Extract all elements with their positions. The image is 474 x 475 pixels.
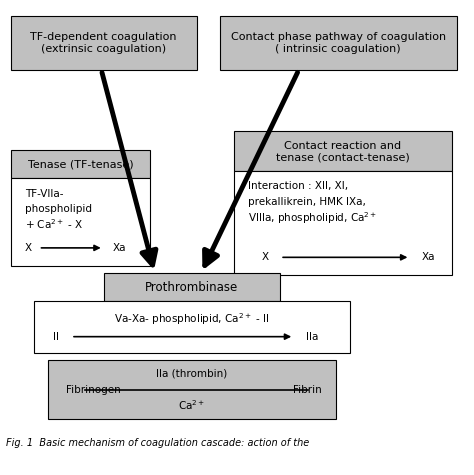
Text: IIa (thrombin): IIa (thrombin) [156,368,228,378]
Text: Fibrin: Fibrin [293,385,322,395]
Text: IIa: IIa [306,332,318,342]
Bar [48,360,336,419]
Bar [234,171,452,276]
Text: X: X [262,252,269,262]
Text: X: X [25,243,32,253]
Bar [104,273,280,301]
Text: + Ca$^{2+}$ - X: + Ca$^{2+}$ - X [25,218,83,231]
Bar [11,16,197,70]
Text: Ca$^{2+}$: Ca$^{2+}$ [178,399,205,412]
Text: phospholipid: phospholipid [25,204,91,214]
Text: Fibrinogen: Fibrinogen [66,385,121,395]
Text: II: II [53,332,58,342]
Text: Xa: Xa [422,252,436,262]
Text: Xa: Xa [113,243,127,253]
Text: Contact phase pathway of coagulation
( intrinsic coagulation): Contact phase pathway of coagulation ( i… [231,32,446,54]
Text: Interaction : XII, XI,: Interaction : XII, XI, [248,181,348,191]
Bar [11,179,150,266]
Text: prekallikrein, HMK IXa,: prekallikrein, HMK IXa, [248,197,365,207]
Bar [34,301,350,353]
Bar [220,16,457,70]
Bar [234,131,452,171]
Text: Prothrombinase: Prothrombinase [146,281,238,294]
Text: TF-VIIa-: TF-VIIa- [25,189,63,199]
Text: Tenase (TF-tenase): Tenase (TF-tenase) [27,159,133,169]
Bar [11,150,150,179]
Text: TF-dependent coagulation
(extrinsic coagulation): TF-dependent coagulation (extrinsic coag… [30,32,177,54]
Text: Contact reaction and
tenase (contact-tenase): Contact reaction and tenase (contact-ten… [276,141,410,162]
Text: VIIIa, phospholipid, Ca$^{2+}$: VIIIa, phospholipid, Ca$^{2+}$ [248,210,377,226]
Text: Va-Xa- phospholipid, Ca$^{2+}$ - II: Va-Xa- phospholipid, Ca$^{2+}$ - II [114,311,270,327]
Text: Fig. 1  Basic mechanism of coagulation cascade: action of the: Fig. 1 Basic mechanism of coagulation ca… [6,438,310,448]
